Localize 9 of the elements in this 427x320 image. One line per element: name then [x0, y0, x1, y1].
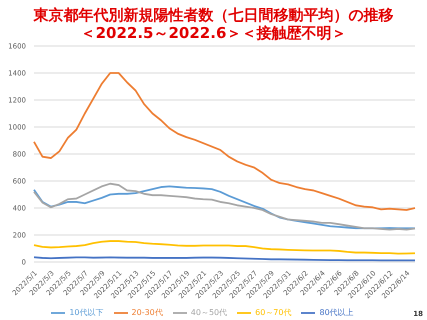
- legend-label: 20-30代: [132, 308, 163, 318]
- legend-label: 60～70代: [255, 308, 292, 318]
- legend-label: 80代以上: [319, 308, 354, 318]
- chart-title: 東京都年代別新規陽性者数（七日間移動平均）の推移: [32, 6, 394, 24]
- line-series: [33, 240, 416, 255]
- legend-label: 40～50代: [190, 308, 228, 318]
- line-series: [33, 72, 416, 211]
- chart-subtitle: ＜2022.5～2022.6＞＜接触歴不明＞: [80, 24, 348, 42]
- legend-label: 10代以下: [69, 308, 104, 318]
